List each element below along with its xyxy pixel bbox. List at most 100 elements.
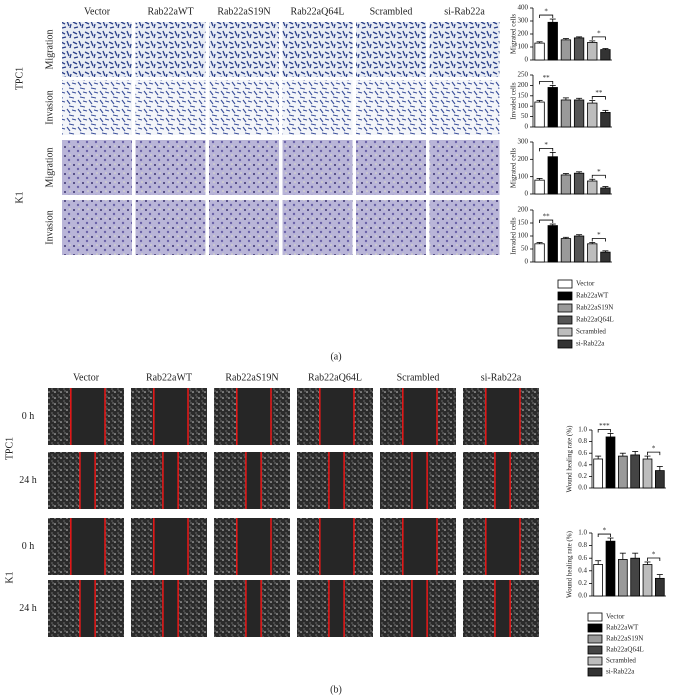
column-header: Rab22aS19N bbox=[217, 6, 270, 17]
wound-gap bbox=[411, 452, 428, 509]
panel-label: (b) bbox=[330, 684, 342, 695]
micrograph bbox=[356, 140, 426, 195]
y-axis-title: Wound healing rate (%) bbox=[566, 425, 574, 493]
y-tick-label: 0 bbox=[525, 258, 529, 266]
wound-gap bbox=[153, 518, 188, 575]
micrograph bbox=[62, 22, 132, 77]
legend-swatch bbox=[587, 623, 603, 633]
significance-bracket bbox=[591, 36, 606, 40]
micrograph bbox=[282, 200, 353, 255]
y-tick-label: 0.2 bbox=[578, 472, 587, 480]
legend-swatch bbox=[557, 327, 573, 337]
wound-gap bbox=[70, 518, 105, 575]
micrograph bbox=[135, 22, 206, 77]
legend-swatch bbox=[587, 645, 603, 655]
significance-bracket bbox=[647, 451, 661, 456]
bar bbox=[654, 470, 665, 489]
y-tick-label: 0.4 bbox=[578, 566, 587, 574]
wound-gap bbox=[236, 388, 271, 445]
significance-label: ** bbox=[595, 89, 603, 97]
group-label: K1 bbox=[14, 191, 25, 203]
column-header: si-Rab22a bbox=[444, 6, 485, 17]
significance-bracket bbox=[647, 557, 661, 561]
micrograph bbox=[209, 200, 279, 255]
bar bbox=[642, 564, 653, 597]
y-tick-label: 300 bbox=[518, 17, 529, 25]
y-tick-label: 100 bbox=[518, 102, 529, 110]
bar bbox=[600, 49, 611, 61]
y-tick-label: 300 bbox=[518, 138, 529, 146]
micrograph bbox=[356, 200, 426, 255]
significance-label: *** bbox=[599, 422, 610, 430]
bar bbox=[605, 540, 616, 597]
y-axis-title: Wound healing rate (%) bbox=[566, 530, 574, 598]
column-header: Scrambled bbox=[370, 6, 413, 17]
wound-gap bbox=[328, 580, 345, 637]
wound-gap bbox=[402, 388, 437, 445]
group-label: TPC1 bbox=[4, 437, 15, 460]
micrograph bbox=[209, 22, 279, 77]
bar bbox=[617, 559, 628, 597]
significance-bracket bbox=[539, 14, 554, 19]
y-axis-title: Migrated cells bbox=[510, 148, 518, 189]
row-label: 24 h bbox=[19, 603, 37, 614]
micrograph bbox=[429, 200, 500, 255]
y-tick-label: 200 bbox=[518, 81, 529, 89]
y-tick-label: 400 bbox=[518, 4, 529, 12]
wound-gap bbox=[236, 518, 271, 575]
micrograph bbox=[209, 80, 279, 135]
legend-swatch bbox=[587, 634, 603, 644]
wound-gap bbox=[411, 580, 428, 637]
y-tick-label: 0 bbox=[525, 123, 529, 131]
significance-label: * bbox=[544, 141, 548, 149]
y-tick-label: 1.0 bbox=[578, 426, 587, 434]
y-tick-label: 50 bbox=[521, 245, 529, 253]
legend-label: Rab22aQ64L bbox=[606, 646, 644, 654]
micrograph bbox=[429, 80, 500, 135]
y-tick-label: 0.8 bbox=[578, 437, 587, 445]
significance-bracket bbox=[591, 96, 606, 100]
row-label: 0 h bbox=[22, 541, 35, 552]
legend-label: Rab22aQ64L bbox=[576, 316, 614, 324]
bar bbox=[587, 102, 598, 128]
column-header: Rab22aWT bbox=[147, 6, 193, 17]
bar bbox=[534, 42, 545, 61]
micrograph bbox=[209, 140, 279, 195]
legend-swatch bbox=[557, 291, 573, 301]
column-header: Rab22aS19N bbox=[225, 372, 278, 383]
bar bbox=[593, 564, 604, 597]
significance-bracket bbox=[539, 219, 554, 224]
bar bbox=[617, 455, 628, 489]
legend-swatch bbox=[557, 339, 573, 349]
bar bbox=[587, 42, 598, 61]
y-tick-label: 200 bbox=[518, 155, 529, 163]
legend-swatch bbox=[587, 612, 603, 622]
legend-label: si-Rab22a bbox=[606, 668, 635, 676]
significance-bracket bbox=[597, 533, 611, 538]
column-header: Rab22aQ64L bbox=[291, 6, 345, 17]
legend-label: Rab22aWT bbox=[606, 624, 639, 632]
bar bbox=[534, 179, 545, 195]
bar bbox=[534, 243, 545, 263]
legend-swatch bbox=[557, 303, 573, 313]
column-header: si-Rab22a bbox=[481, 372, 522, 383]
wound-gap bbox=[402, 518, 437, 575]
significance-bracket bbox=[591, 238, 606, 242]
wound-gap bbox=[328, 452, 345, 509]
bar bbox=[600, 251, 611, 263]
wound-gap bbox=[79, 580, 96, 637]
y-axis-title: Invaded cells bbox=[510, 82, 518, 119]
y-tick-label: 0.0 bbox=[578, 592, 587, 600]
y-tick-label: 100 bbox=[518, 172, 529, 180]
micrograph bbox=[62, 200, 132, 255]
bar bbox=[605, 436, 616, 489]
y-tick-label: 0.2 bbox=[578, 579, 587, 587]
significance-bracket bbox=[591, 174, 606, 179]
row-label: 24 h bbox=[19, 475, 37, 486]
bar bbox=[573, 172, 585, 195]
wound-gap bbox=[319, 518, 354, 575]
bar bbox=[560, 39, 572, 61]
significance-bracket bbox=[539, 148, 554, 152]
significance-bracket bbox=[539, 81, 554, 85]
